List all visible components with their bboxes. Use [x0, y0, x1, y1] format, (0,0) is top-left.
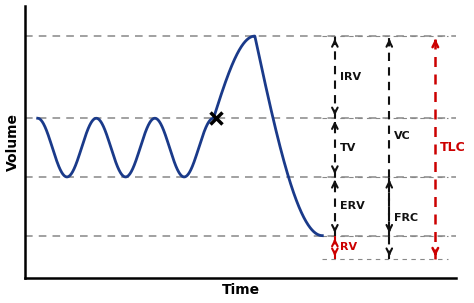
Text: ERV: ERV — [340, 201, 365, 211]
Text: FRC: FRC — [394, 213, 419, 223]
Text: RV: RV — [340, 242, 357, 252]
Text: IRV: IRV — [340, 72, 361, 82]
Y-axis label: Volume: Volume — [6, 113, 19, 171]
Text: TV: TV — [340, 143, 356, 153]
Text: VC: VC — [394, 131, 411, 141]
X-axis label: Time: Time — [222, 283, 260, 298]
Text: TLC: TLC — [440, 141, 466, 154]
